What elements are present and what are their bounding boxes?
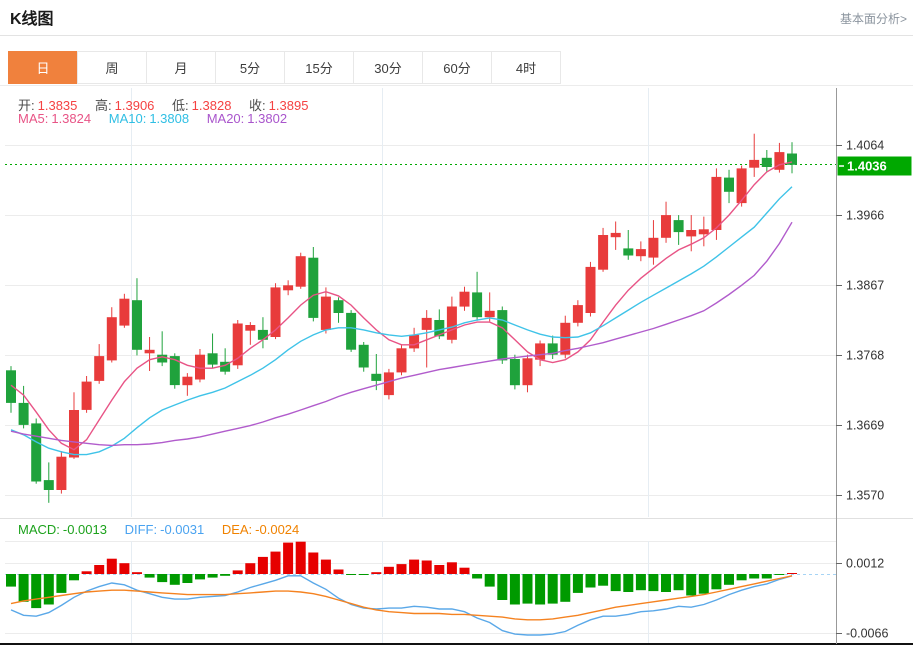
svg-text:1.4036: 1.4036 [847,159,887,174]
svg-text:1.3768: 1.3768 [846,349,884,363]
open-value: 1.3835 [37,98,78,113]
ma20-value: 1.3802 [247,111,288,126]
dea-value: -0.0024 [255,522,300,537]
macd-legend: MACD: -0.0013 DIFF: -0.0031 DEA: -0.0024 [18,522,302,537]
grid-layer [0,88,913,645]
macd-histogram [6,541,797,609]
period-tab-strip: 日周月 5分 15分 30分 60分 4时 [8,51,561,84]
svg-text:1.4064: 1.4064 [846,139,884,153]
macd-label: MACD: [18,522,60,537]
ma5-label: MA5: [18,111,49,126]
tab-day[interactable]: 日 [8,51,78,84]
current-price-badge: 1.4036 [837,156,912,176]
ma-legend: MA5: 1.3824 MA10: 1.3808 MA20: 1.3802 [18,111,290,126]
tab-4hour[interactable]: 4时 [491,51,561,84]
ma10-line [10,186,793,456]
ma5-value: 1.3824 [51,111,92,126]
dea-line [10,575,793,621]
candles-layer [6,133,797,503]
close-label: 收: [249,98,266,113]
dea-label: DEA: [221,522,253,537]
low-label: 低: [172,98,189,113]
macd-value: -0.0013 [62,522,107,537]
high-label: 高: [95,98,112,113]
tab-15min[interactable]: 15分 [284,51,354,84]
svg-text:0.0012: 0.0012 [846,557,884,571]
close-value: 1.3895 [268,98,309,113]
svg-text:1.3669: 1.3669 [846,419,884,433]
low-value: 1.3828 [191,98,232,113]
page-header: K线图 基本面分析> [0,0,913,36]
tab-60min[interactable]: 60分 [422,51,492,84]
ma10-value: 1.3808 [149,111,190,126]
ma10-label: MA10: [108,111,147,126]
ohlc-legend: 开: 1.3835 高: 1.3906 低: 1.3828 收: 1.3895 [18,95,311,114]
high-value: 1.3906 [114,98,155,113]
ma20-line [10,221,793,447]
diff-label: DIFF: [124,522,158,537]
fundamental-analysis-link[interactable]: 基本面分析> [839,12,907,26]
tab-underline [0,85,913,86]
svg-text:1.3966: 1.3966 [846,209,884,223]
open-label: 开: [18,98,35,113]
tab-5min[interactable]: 5分 [215,51,285,84]
svg-text:1.3867: 1.3867 [846,279,884,293]
ma20-label: MA20: [206,111,245,126]
tab-month[interactable]: 月 [146,51,216,84]
svg-text:1.3570: 1.3570 [846,489,884,503]
diff-value: -0.0031 [160,522,205,537]
page-title: K线图 [10,11,54,28]
tab-30min[interactable]: 30分 [353,51,423,84]
svg-text:-0.0066: -0.0066 [846,627,888,641]
price-axis: 1.4064 1.3966 1.3867 1.3768 1.3669 1.3570 0.00… [836,88,888,644]
tab-week[interactable]: 周 [77,51,147,84]
ma5-line [10,161,793,451]
